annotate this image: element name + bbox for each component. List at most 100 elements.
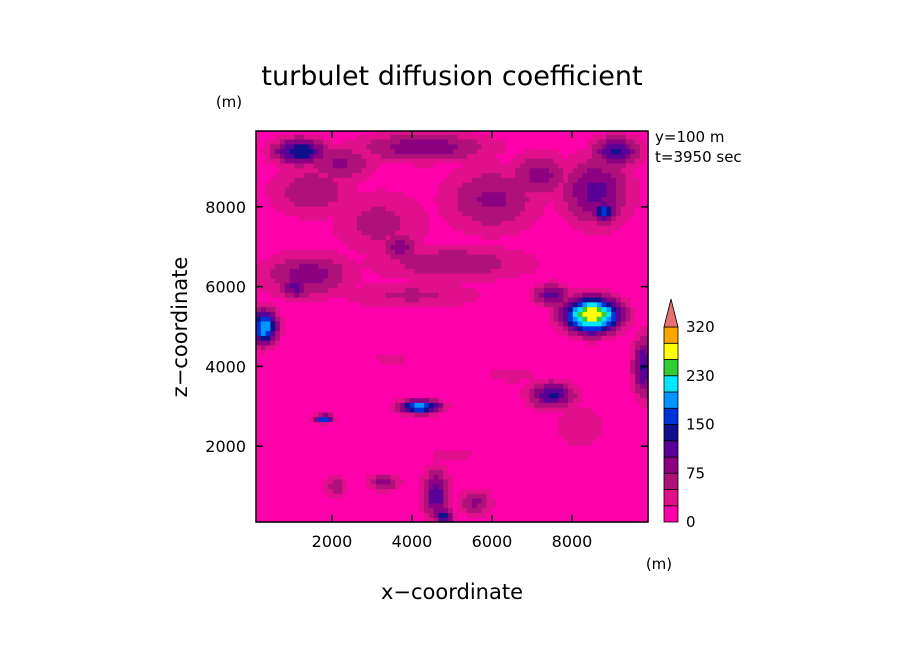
heat-cell [299, 426, 305, 432]
heat-cell [424, 320, 430, 327]
heat-cell [486, 325, 492, 332]
heat-cell [476, 373, 483, 379]
heat-cell [395, 478, 401, 485]
heat-cell [275, 258, 281, 265]
heat-cell [275, 201, 281, 207]
heat-cell [534, 502, 540, 509]
heat-cell [385, 191, 391, 198]
heat-cell [289, 143, 295, 150]
heat-cell [356, 210, 363, 217]
heat-cell [524, 206, 531, 212]
heat-cell [289, 253, 295, 260]
heat-cell [500, 517, 507, 523]
heat-cell [385, 359, 391, 365]
heat-cell [462, 268, 468, 274]
heat-cell [491, 354, 497, 360]
heat-cell [275, 517, 281, 523]
heat-cell [404, 253, 411, 260]
heat-cell [390, 191, 396, 198]
heat-cell [260, 440, 267, 446]
heat-cell [390, 330, 396, 336]
heat-cell [510, 335, 516, 341]
heat-cell [515, 421, 521, 427]
heat-cell [332, 459, 339, 466]
heat-cell [347, 344, 353, 351]
heat-cell [289, 316, 295, 322]
heat-cell [476, 383, 483, 389]
heat-cell [400, 131, 406, 135]
heat-cell [438, 459, 444, 466]
heat-cell [448, 239, 454, 245]
heat-cell [500, 378, 507, 384]
heat-cell [284, 201, 291, 207]
heat-cell [342, 268, 348, 274]
heat-cell [524, 138, 531, 145]
heat-cell [414, 316, 420, 322]
heat-cell [275, 378, 281, 384]
heat-cell [380, 507, 387, 514]
heat-cell [433, 268, 439, 274]
heat-cell [529, 292, 535, 298]
heat-cell [457, 493, 463, 499]
heat-cell [308, 512, 315, 518]
heat-cell [347, 364, 353, 370]
heat-cell [505, 421, 511, 427]
heat-cell [500, 349, 507, 356]
heat-cell [385, 177, 391, 183]
heat-cell [347, 478, 353, 485]
heat-cell [438, 364, 444, 370]
heat-cell [284, 445, 291, 451]
heat-cell [270, 263, 276, 269]
heat-cell [318, 177, 324, 183]
heat-cell [534, 517, 540, 523]
heat-cell [337, 229, 343, 236]
heat-cell [472, 359, 478, 365]
heat-cell [529, 311, 535, 317]
heat-cell [366, 498, 372, 504]
heat-cell [496, 435, 502, 442]
heat-cell [472, 373, 478, 379]
heat-cell [409, 177, 415, 183]
heat-cell [356, 273, 363, 279]
heat-cell [491, 263, 497, 269]
heat-cell [299, 143, 305, 150]
heat-cell [294, 387, 300, 394]
heat-cell [472, 402, 478, 408]
heat-cell [452, 258, 459, 265]
heat-cell [356, 296, 363, 303]
heat-cell [270, 191, 276, 198]
heat-cell [260, 282, 267, 288]
heat-cell [524, 182, 531, 188]
heat-cell [299, 138, 305, 145]
heat-cell [328, 488, 334, 494]
heat-cell [313, 364, 319, 370]
heat-cell [443, 244, 449, 250]
heat-cell [280, 459, 286, 466]
heat-cell [505, 359, 511, 365]
heat-cell [289, 234, 295, 241]
heat-cell [376, 454, 382, 461]
heat-cell [395, 268, 401, 274]
heat-cell [299, 134, 305, 140]
heat-cell [275, 225, 281, 231]
heat-cell [452, 459, 459, 466]
heat-cell [419, 220, 425, 226]
heat-cell [539, 220, 545, 226]
heat-cell [452, 431, 459, 437]
heat-cell [524, 411, 531, 418]
heat-cell [467, 196, 473, 202]
heat-cell [337, 210, 343, 217]
heat-cell [323, 287, 329, 293]
heat-cell [486, 364, 492, 370]
heat-cell [529, 387, 535, 394]
heat-cell [313, 502, 319, 509]
heat-cell [414, 440, 420, 446]
heat-cell [505, 330, 511, 336]
heat-cell [284, 273, 291, 279]
heat-cell [347, 263, 353, 269]
heat-cell [481, 411, 487, 418]
heat-cell [452, 316, 459, 322]
heat-cell [380, 206, 387, 212]
heat-cell [496, 220, 502, 226]
heat-cell [534, 210, 540, 217]
